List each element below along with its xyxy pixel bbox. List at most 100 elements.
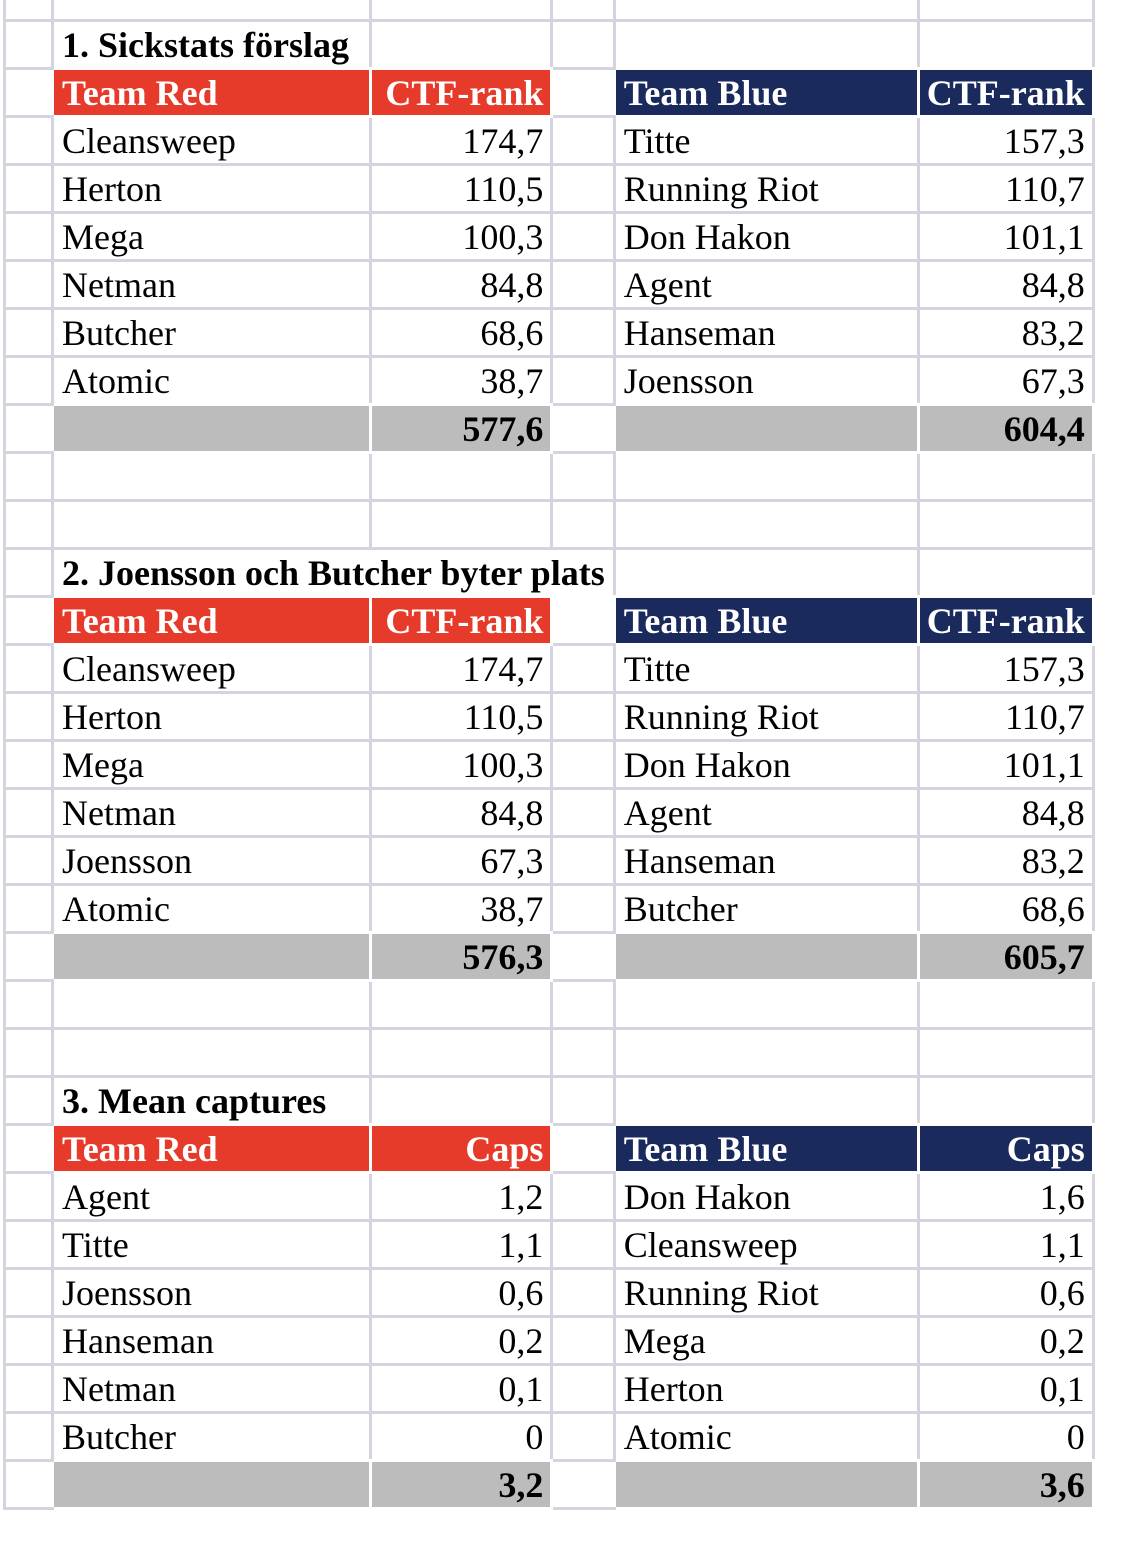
empty-cell[interactable] bbox=[51, 499, 372, 550]
player-value-cell[interactable]: 0 bbox=[368, 1411, 554, 1462]
empty-cell[interactable] bbox=[3, 307, 54, 358]
empty-cell[interactable] bbox=[51, 451, 372, 502]
empty-cell[interactable] bbox=[550, 979, 616, 1030]
empty-cell[interactable] bbox=[3, 1219, 54, 1270]
empty-cell[interactable] bbox=[550, 259, 616, 310]
player-name-cell[interactable]: Atomic bbox=[612, 1411, 920, 1462]
player-name-cell[interactable]: Mega bbox=[612, 1315, 920, 1366]
empty-cell[interactable] bbox=[550, 451, 616, 502]
team-red-header[interactable]: Team Red bbox=[51, 1123, 372, 1174]
section-title[interactable]: 3. Mean captures bbox=[51, 1075, 372, 1126]
empty-cell[interactable] bbox=[368, 979, 554, 1030]
empty-cell[interactable] bbox=[916, 1075, 1095, 1126]
player-name-cell[interactable]: Agent bbox=[51, 1171, 372, 1222]
team-red-header[interactable]: Team Red bbox=[51, 595, 372, 646]
player-value-cell[interactable]: 157,3 bbox=[916, 643, 1095, 694]
empty-cell[interactable] bbox=[3, 355, 54, 406]
total-value-cell[interactable]: 3,2 bbox=[368, 1459, 554, 1510]
player-name-cell[interactable]: Herton bbox=[51, 163, 372, 214]
player-value-cell[interactable]: 68,6 bbox=[916, 883, 1095, 934]
player-value-cell[interactable]: 0,1 bbox=[916, 1363, 1095, 1414]
player-name-cell[interactable]: Netman bbox=[51, 1363, 372, 1414]
empty-cell[interactable] bbox=[3, 883, 54, 934]
player-name-cell[interactable]: Running Riot bbox=[612, 163, 920, 214]
player-value-cell[interactable]: 0,2 bbox=[916, 1315, 1095, 1366]
empty-cell[interactable] bbox=[3, 643, 54, 694]
player-name-cell[interactable]: Hanseman bbox=[612, 835, 920, 886]
empty-cell[interactable] bbox=[368, 0, 554, 22]
player-name-cell[interactable]: Joensson bbox=[612, 355, 920, 406]
empty-cell[interactable] bbox=[612, 547, 920, 598]
empty-cell[interactable] bbox=[3, 115, 54, 166]
player-value-cell[interactable]: 101,1 bbox=[916, 211, 1095, 262]
empty-cell[interactable] bbox=[550, 1315, 616, 1366]
empty-cell[interactable] bbox=[612, 0, 920, 22]
team-blue-header[interactable]: Team Blue bbox=[612, 67, 920, 118]
empty-cell[interactable] bbox=[3, 1027, 54, 1078]
empty-cell[interactable] bbox=[916, 451, 1095, 502]
blue-value-header[interactable]: CTF-rank bbox=[916, 595, 1095, 646]
empty-cell[interactable] bbox=[550, 67, 616, 118]
player-value-cell[interactable]: 67,3 bbox=[916, 355, 1095, 406]
total-filler-cell[interactable] bbox=[612, 403, 920, 454]
empty-cell[interactable] bbox=[550, 0, 616, 22]
player-name-cell[interactable]: Butcher bbox=[51, 307, 372, 358]
empty-cell[interactable] bbox=[3, 1123, 54, 1174]
empty-cell[interactable] bbox=[550, 211, 616, 262]
empty-cell[interactable] bbox=[51, 979, 372, 1030]
empty-cell[interactable] bbox=[368, 451, 554, 502]
empty-cell[interactable] bbox=[3, 163, 54, 214]
empty-cell[interactable] bbox=[368, 499, 554, 550]
empty-cell[interactable] bbox=[612, 979, 920, 1030]
empty-cell[interactable] bbox=[3, 19, 54, 70]
empty-cell[interactable] bbox=[612, 499, 920, 550]
empty-cell[interactable] bbox=[550, 691, 616, 742]
empty-cell[interactable] bbox=[550, 19, 616, 70]
empty-cell[interactable] bbox=[3, 1459, 54, 1510]
empty-cell[interactable] bbox=[612, 1075, 920, 1126]
player-value-cell[interactable]: 0 bbox=[916, 1411, 1095, 1462]
total-filler-cell[interactable] bbox=[612, 931, 920, 982]
player-name-cell[interactable]: Hanseman bbox=[51, 1315, 372, 1366]
total-value-cell[interactable]: 605,7 bbox=[916, 931, 1095, 982]
total-value-cell[interactable]: 604,4 bbox=[916, 403, 1095, 454]
player-name-cell[interactable]: Butcher bbox=[51, 1411, 372, 1462]
player-value-cell[interactable]: 38,7 bbox=[368, 355, 554, 406]
empty-cell[interactable] bbox=[916, 499, 1095, 550]
player-value-cell[interactable]: 1,1 bbox=[368, 1219, 554, 1270]
empty-cell[interactable] bbox=[3, 835, 54, 886]
empty-cell[interactable] bbox=[550, 499, 616, 550]
empty-cell[interactable] bbox=[51, 1027, 372, 1078]
empty-cell[interactable] bbox=[368, 1027, 554, 1078]
player-name-cell[interactable]: Titte bbox=[612, 115, 920, 166]
blue-value-header[interactable]: Caps bbox=[916, 1123, 1095, 1174]
empty-cell[interactable] bbox=[3, 1411, 54, 1462]
empty-cell[interactable] bbox=[3, 1267, 54, 1318]
player-name-cell[interactable]: Mega bbox=[51, 211, 372, 262]
total-filler-cell[interactable] bbox=[51, 1459, 372, 1510]
empty-cell[interactable] bbox=[550, 931, 616, 982]
player-value-cell[interactable]: 83,2 bbox=[916, 835, 1095, 886]
empty-cell[interactable] bbox=[550, 403, 616, 454]
player-value-cell[interactable]: 83,2 bbox=[916, 307, 1095, 358]
player-value-cell[interactable]: 84,8 bbox=[916, 259, 1095, 310]
empty-cell[interactable] bbox=[550, 1267, 616, 1318]
player-name-cell[interactable]: Netman bbox=[51, 787, 372, 838]
player-value-cell[interactable]: 0,2 bbox=[368, 1315, 554, 1366]
total-filler-cell[interactable] bbox=[612, 1459, 920, 1510]
empty-cell[interactable] bbox=[3, 739, 54, 790]
player-value-cell[interactable]: 68,6 bbox=[368, 307, 554, 358]
total-value-cell[interactable]: 577,6 bbox=[368, 403, 554, 454]
empty-cell[interactable] bbox=[612, 19, 920, 70]
total-filler-cell[interactable] bbox=[51, 403, 372, 454]
player-name-cell[interactable]: Joensson bbox=[51, 835, 372, 886]
section-title[interactable]: 2. Joensson och Butcher byter plats bbox=[51, 547, 616, 598]
empty-cell[interactable] bbox=[3, 451, 54, 502]
player-value-cell[interactable]: 100,3 bbox=[368, 739, 554, 790]
empty-cell[interactable] bbox=[612, 1027, 920, 1078]
empty-cell[interactable] bbox=[3, 595, 54, 646]
total-value-cell[interactable]: 576,3 bbox=[368, 931, 554, 982]
team-red-header[interactable]: Team Red bbox=[51, 67, 372, 118]
empty-cell[interactable] bbox=[550, 1219, 616, 1270]
player-value-cell[interactable]: 84,8 bbox=[916, 787, 1095, 838]
